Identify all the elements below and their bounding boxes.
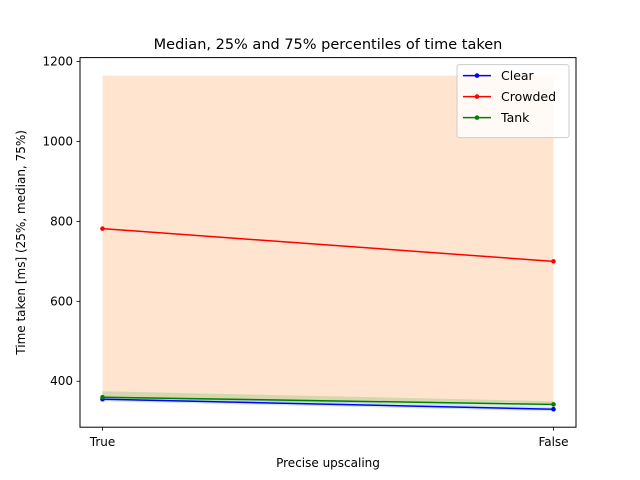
legend-box (456, 64, 570, 139)
y-axis-label: Time taken [ms] (25%, median, 75%) (14, 130, 28, 356)
y-tick-label-1000: 1000 (42, 135, 73, 149)
legend-marker-crowded (474, 94, 480, 99)
chart-title: Median, 25% and 75% percentiles of time … (154, 37, 503, 53)
y-tick-label-1200: 1200 (42, 55, 73, 69)
x-axis: True False (89, 427, 569, 449)
legend-label-crowded: Crowded (501, 89, 556, 104)
y-tick-label-600: 600 (50, 294, 73, 308)
line-crowded (102, 227, 554, 263)
band-crowded (102, 75, 554, 404)
point-clear-false (551, 406, 556, 412)
line-clear (102, 398, 554, 410)
median-lines (100, 226, 556, 412)
legend-label-tank: Tank (500, 110, 530, 125)
point-crowded-true (100, 226, 105, 231)
legend-marker-tank (474, 115, 480, 120)
x-tick-label-true: True (89, 435, 116, 449)
point-tank-false (551, 402, 556, 407)
y-axis: 400 600 800 1000 1200 (42, 55, 80, 388)
line-tank (102, 396, 554, 406)
point-crowded-false (551, 259, 556, 264)
plot-frame (79, 57, 577, 428)
x-axis-label: Precise upscaling (276, 456, 380, 470)
legend-marker-clear (474, 73, 480, 78)
y-tick-label-400: 400 (50, 374, 73, 388)
y-tick-label-800: 800 (50, 214, 73, 228)
x-tick-label-false: False (538, 435, 568, 449)
point-tank-true (100, 394, 105, 400)
legend: Clear Crowded Tank (456, 64, 570, 139)
legend-label-clear: Clear (501, 68, 535, 83)
